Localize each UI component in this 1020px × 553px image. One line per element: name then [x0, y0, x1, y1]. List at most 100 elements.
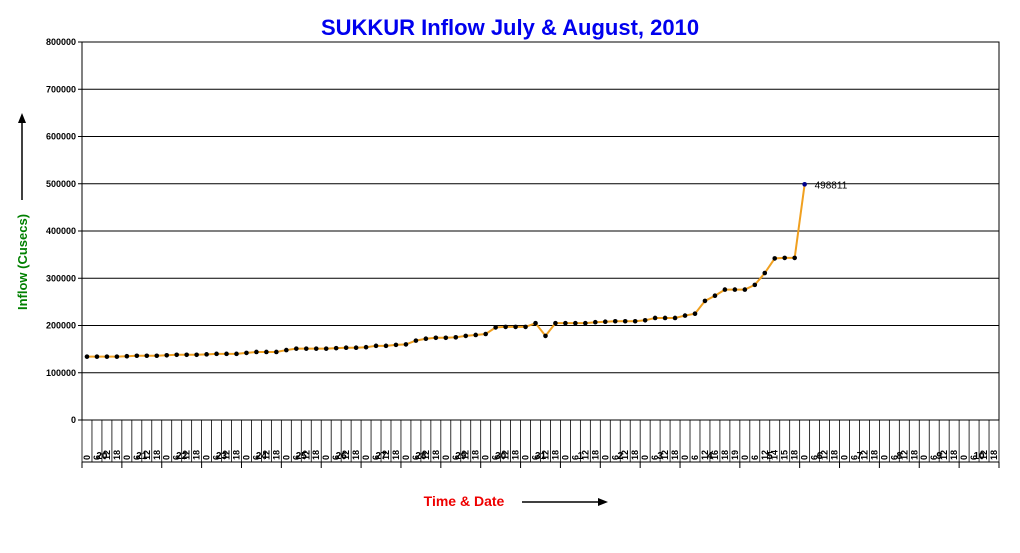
- x-day-label: 20: [96, 451, 108, 462]
- data-point: [84, 354, 90, 359]
- data-point: [583, 320, 588, 326]
- x-hour-label: 0: [401, 455, 411, 460]
- x-hour-label: 0: [162, 455, 172, 460]
- data-point: [573, 320, 578, 326]
- x-hour-label: 0: [281, 455, 291, 460]
- data-point: [114, 354, 120, 359]
- x-hour-label: 18: [471, 450, 481, 460]
- x-day-label: 22: [176, 451, 188, 462]
- x-day-label: 26: [336, 451, 348, 462]
- data-point: [443, 335, 449, 341]
- y-tick-label: 400000: [46, 226, 76, 236]
- x-day-label: 9: [936, 451, 942, 462]
- x-hour-label: 12: [979, 450, 989, 460]
- x-hour-label: 12: [301, 450, 311, 460]
- data-point: [792, 255, 797, 261]
- y-axis-label: Inflow (Cusecs): [15, 214, 30, 310]
- inflow-series: 498811: [84, 180, 848, 359]
- x-day-label: 3: [657, 451, 663, 462]
- data-point: [682, 313, 688, 318]
- data-point: [274, 349, 279, 355]
- x-hour-label: 6: [969, 455, 979, 460]
- x-hour-label: 12: [760, 450, 770, 460]
- x-hour-label: 6: [92, 455, 102, 460]
- gridlines: [82, 88, 999, 374]
- data-point: [622, 318, 628, 324]
- x-hour-label: 12: [381, 450, 391, 460]
- data-point: [323, 346, 329, 351]
- x-hour-label: 12: [859, 450, 869, 460]
- x-hour-label: 6: [610, 455, 620, 460]
- data-point: [413, 338, 419, 343]
- x-day-label: 21: [136, 451, 148, 462]
- data-point: [543, 333, 548, 339]
- x-day-label: 1: [578, 451, 584, 462]
- x-hour-label: 6: [889, 455, 899, 460]
- data-point: [164, 352, 170, 358]
- data-point: [782, 255, 788, 261]
- x-hour-label: 0: [919, 455, 929, 460]
- x-hour-label: 12: [660, 450, 670, 460]
- x-hour-label: 18: [989, 450, 999, 460]
- x-hour-label: 18: [231, 450, 241, 460]
- data-point: [433, 335, 439, 341]
- x-hour-label: 18: [720, 450, 730, 460]
- data-point: [184, 352, 189, 358]
- data-point: [762, 270, 768, 276]
- data-point: [612, 318, 618, 324]
- x-day-label: 25: [296, 451, 308, 462]
- x-hour-label: 0: [241, 455, 251, 460]
- x-day-label: 2: [617, 451, 623, 462]
- x-hour-label: 18: [949, 450, 959, 460]
- data-point: [652, 315, 658, 321]
- x-hour-label: 6: [331, 455, 341, 460]
- data-point: [563, 320, 568, 326]
- x-hour-label: 12: [939, 450, 949, 460]
- x-hour-label: 6: [929, 455, 939, 460]
- x-hour-label: 18: [869, 450, 879, 460]
- x-hour-label: 14: [770, 450, 780, 460]
- x-hour-label: 6: [411, 455, 421, 460]
- data-point: [473, 332, 479, 338]
- y-axis-label-group: Inflow (Cusecs): [15, 113, 30, 310]
- x-hour-label: 0: [321, 455, 331, 460]
- data-point: [144, 353, 150, 359]
- x-hour-label: 18: [630, 450, 640, 460]
- x-hour-label: 6: [849, 455, 859, 460]
- y-tick-label: 200000: [46, 321, 76, 331]
- data-point: [284, 347, 289, 353]
- x-hour-label: 0: [361, 455, 371, 460]
- y-tick-label: 0: [71, 415, 76, 425]
- data-point: [343, 345, 349, 351]
- data-label: 498811: [815, 180, 848, 191]
- data-point: [373, 343, 379, 349]
- x-hour-label: 6: [650, 455, 660, 460]
- x-hour-label: 0: [680, 455, 690, 460]
- data-point: [772, 256, 778, 261]
- data-point: [383, 343, 389, 349]
- x-hour-label: 12: [142, 450, 152, 460]
- data-point: [513, 324, 518, 330]
- data-point: [174, 352, 179, 358]
- x-hour-label: 12: [261, 450, 271, 460]
- data-point: [493, 325, 498, 330]
- data-point: [752, 282, 758, 288]
- data-point: [533, 320, 538, 326]
- data-point: [802, 182, 807, 187]
- x-hour-label: 0: [521, 455, 531, 460]
- data-point: [463, 333, 469, 339]
- x-day-label: 29: [455, 451, 467, 462]
- y-tick-label: 300000: [46, 273, 76, 283]
- x-hour-label: 6: [212, 455, 222, 460]
- data-point: [224, 351, 229, 357]
- x-hour-label: 18: [112, 450, 122, 460]
- x-hour-label: 15: [780, 450, 790, 460]
- x-day-label: 4: [707, 451, 713, 462]
- data-point: [632, 318, 638, 324]
- x-hour-label: 6: [570, 455, 580, 460]
- x-day-label: 10: [974, 451, 986, 462]
- x-hour-label: 18: [351, 450, 361, 460]
- x-hour-label: 12: [580, 450, 590, 460]
- data-point: [503, 324, 508, 330]
